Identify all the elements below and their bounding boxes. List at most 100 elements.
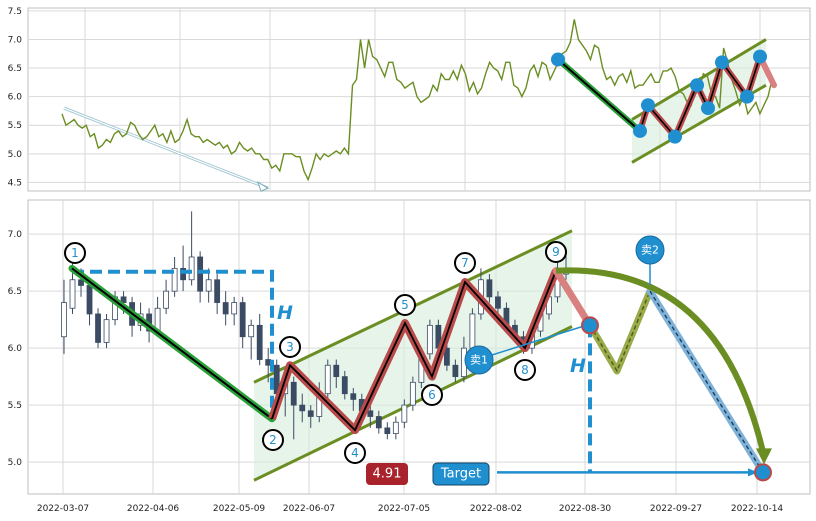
candle-body: [495, 296, 501, 309]
candle-body: [265, 359, 272, 366]
candle-body: [180, 267, 187, 281]
top-price-line: [61, 19, 773, 182]
candle-body: [290, 381, 297, 406]
candle-body: [375, 416, 382, 429]
bottom-x-tick-label: 2022-05-09: [213, 504, 266, 514]
candle-body: [163, 290, 170, 309]
candle-body: [78, 279, 84, 286]
top-pattern: [551, 49, 777, 144]
top-pivot-dot: [641, 98, 655, 113]
candle-body: [214, 279, 221, 303]
top-trend-arrowhead: [257, 181, 270, 192]
forecast-leg-3-core: [649, 290, 764, 473]
top-pivot-dot: [633, 123, 647, 138]
top-trend-arrow-core: [63, 107, 269, 189]
pivot-label-text: 5: [401, 298, 409, 312]
height-box-left: [72, 269, 274, 419]
pivot-label-circle: [344, 442, 366, 464]
candle-body: [409, 381, 416, 406]
bottom-y-tick-label: 6.5: [8, 287, 22, 297]
height-label-left: H: [277, 302, 293, 324]
measured-move-arrowhead: [756, 448, 772, 465]
top-pivot-dot: [551, 52, 565, 67]
candle-body: [333, 364, 340, 378]
price-box: [366, 463, 408, 485]
top-channel-fill: [632, 39, 766, 163]
bottom-x-tick-label: 2022-09-27: [650, 504, 702, 514]
bottom-x-tick-label: 2022-08-30: [559, 504, 612, 514]
top-pivot-dot: [715, 55, 729, 70]
pivot-label-text: 3: [286, 340, 294, 354]
pivot-label-text: 8: [521, 363, 529, 377]
candle-body: [256, 324, 263, 360]
pivot-label-text: 7: [461, 256, 469, 270]
bottom-x-tick-label: 2022-07-05: [378, 504, 430, 514]
candle-body: [392, 421, 399, 435]
top-y-tick-label: 4.5: [8, 178, 22, 188]
candle-body: [443, 347, 450, 366]
candle-body: [299, 404, 306, 412]
top-grid: [28, 8, 810, 191]
pivot-label-text: 6: [428, 388, 436, 402]
candle-body: [307, 410, 314, 417]
candle-body: [486, 279, 493, 298]
top-y-tick-label: 6.0: [8, 93, 23, 103]
pivot-label-circle: [279, 336, 301, 358]
candle-body: [248, 324, 255, 338]
top-pivot-dot: [753, 49, 767, 64]
bottom-y-ticks: 5.0 5.5 6.0 6.5 7.0: [8, 230, 23, 468]
pivot-label-circle: [64, 242, 86, 264]
height-label-right: H: [570, 355, 586, 377]
pivot-label-text: 1: [71, 246, 79, 260]
bottom-panel: 5.05.56.06.57.0 2022-03-07 2022-04-06 2022…: [8, 199, 811, 514]
candle-body: [103, 319, 110, 343]
candle-body: [350, 393, 357, 400]
decline-leg-core: [71, 267, 273, 420]
candle-body: [171, 267, 178, 292]
target-arrowhead: [748, 468, 758, 477]
sell2-bubble: [635, 235, 665, 265]
candle-body: [452, 364, 459, 378]
top-pivot-dot: [690, 78, 704, 93]
top-decline-leg-core: [557, 58, 641, 132]
bottom-labels: 1 2 3 4 5 6 7 8 9 卖1 卖2 4.91 Target H H: [64, 235, 665, 486]
top-y-tick-label: 6.5: [8, 64, 22, 74]
sell1-pointer: [491, 324, 587, 356]
pivot-label-text: 2: [269, 433, 277, 447]
pivot-label-text: 9: [552, 245, 560, 259]
candle-body: [469, 313, 476, 349]
candle-body: [197, 256, 204, 292]
measured-move-arc: [555, 267, 767, 458]
top-panel: 4.5 5.0 5.5 6.0 6.5 7.0 7.5: [8, 7, 811, 192]
sell1-dot: [581, 316, 599, 335]
bottom-overlays: [68, 262, 772, 482]
top-y-tick-label: 5.0: [8, 150, 23, 160]
bottom-y-tick-label: 5.0: [8, 458, 23, 468]
target-dot: [754, 463, 772, 482]
forecast-leg-1: [552, 267, 594, 329]
candle-body: [61, 302, 67, 338]
candle-body: [222, 302, 229, 315]
bottom-x-tick-label: 2022-10-14: [731, 504, 784, 514]
bottom-x-tick-label: 2022-08-02: [470, 504, 522, 514]
top-pivot-dot: [668, 129, 682, 144]
top-y-ticks: 4.5 5.0 5.5 6.0 6.5 7.0 7.5: [8, 7, 23, 189]
top-y-tick-label: 7.0: [8, 35, 23, 45]
sell1-bubble: [464, 345, 494, 375]
bottom-x-tick-label: 2022-04-06: [127, 504, 180, 514]
top-overlays: [63, 38, 767, 192]
candle-body: [384, 427, 391, 435]
top-pivot-dot: [701, 101, 715, 116]
price-box-text: 4.91: [373, 467, 402, 482]
top-y-tick-label: 7.5: [8, 7, 22, 17]
candle-body: [231, 302, 238, 315]
target-box-text: Target: [440, 467, 481, 482]
candle-body: [69, 279, 76, 309]
forecast-leg-2-core: [589, 290, 651, 373]
bottom-x-ticks: 2022-03-07 2022-04-06 2022-05-09 2022-06-07…: [37, 504, 784, 514]
pivot-label-circle: [545, 241, 567, 263]
zigzag-pattern-core: [271, 270, 557, 432]
pivot-label-circle: [394, 294, 416, 316]
candle-body: [95, 313, 101, 343]
